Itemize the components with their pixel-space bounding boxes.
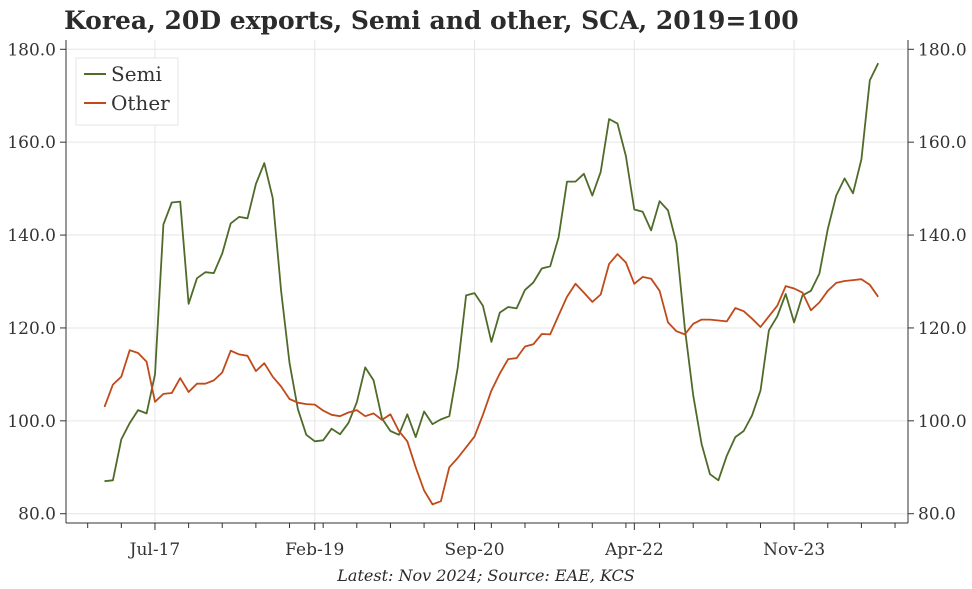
y-tick-label-right: 120.0: [918, 319, 967, 339]
x-tick-label: Feb-19: [285, 540, 344, 560]
y-tick-label-left: 120.0: [7, 319, 56, 339]
x-tick-label: Apr-22: [604, 540, 664, 560]
left-y-axis-tick-labels: 80.0 100.0 120.0 140.0 160.0 180.0: [7, 40, 56, 524]
legend: Semi Other: [75, 57, 179, 126]
series-lines: [103, 62, 880, 506]
y-tick-label-left: 140.0: [7, 226, 56, 246]
y-tick-label-right: 180.0: [918, 40, 967, 60]
chart-title: Korea, 20D exports, Semi and other, SCA,…: [64, 6, 799, 35]
series-line-other: [103, 253, 879, 506]
y-tick-label-right: 100.0: [918, 412, 967, 432]
x-tick-label: Sep-20: [445, 540, 505, 560]
y-tick-label-left: 160.0: [7, 133, 56, 153]
grid-lines: [66, 40, 908, 523]
y-tick-label-right: 80.0: [918, 505, 956, 525]
y-tick-label-left: 100.0: [7, 412, 56, 432]
x-axis-tick-labels: Jul-17 Feb-19 Sep-20 Apr-22 Nov-23: [128, 540, 825, 560]
series-line-semi: [104, 62, 880, 483]
y-tick-label-right: 160.0: [918, 133, 967, 153]
source-note: Latest: Nov 2024; Source: EAE, KCS: [337, 566, 635, 585]
legend-box: [75, 57, 179, 126]
y-tick-label-left: 80.0: [18, 505, 56, 525]
y-tick-label-left: 180.0: [7, 40, 56, 60]
axes: [60, 40, 914, 530]
y-tick-label-right: 140.0: [918, 226, 967, 246]
x-tick-label: Nov-23: [763, 540, 825, 560]
right-y-axis-tick-labels: 80.0 100.0 120.0 140.0 160.0 180.0: [918, 40, 967, 524]
x-tick-label: Jul-17: [128, 540, 181, 560]
legend-label: Other: [111, 91, 170, 115]
legend-label: Semi: [111, 62, 162, 86]
